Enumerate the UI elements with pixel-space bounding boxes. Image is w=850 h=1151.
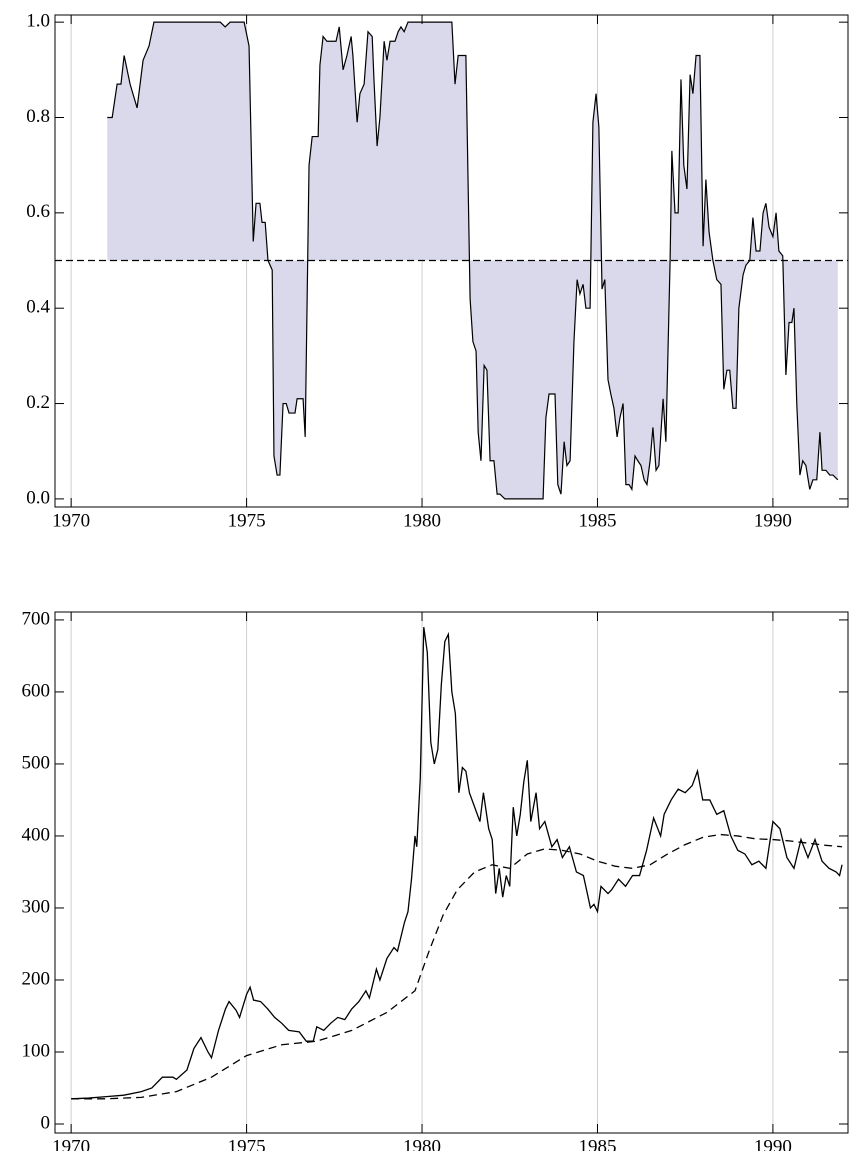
x-tick-label: 1970 [52,1136,90,1151]
x-tick-label: 1980 [403,510,441,531]
line [71,627,843,1100]
x-tick-label: 1975 [228,1136,266,1151]
x-tick-label: 1970 [52,510,90,531]
x-tick-label: 1990 [754,1136,792,1151]
y-tick-label: 0.0 [26,487,50,508]
x-tick-label: 1975 [228,510,266,531]
y-tick-label: 400 [22,824,51,845]
y-tick-label: 200 [22,968,51,989]
y-tick-label: 700 [22,608,51,629]
y-tick-label: 1.0 [26,11,50,32]
x-tick-label: 1990 [754,510,792,531]
y-tick-label: 300 [22,896,51,917]
y-tick-label: 0 [41,1112,51,1133]
y-tick-label: 100 [22,1040,51,1061]
area-fill [107,22,838,499]
x-tick-label: 1985 [578,510,616,531]
y-tick-label: 0.8 [26,106,50,127]
x-tick-label: 1985 [578,1136,616,1151]
y-tick-label: 600 [22,680,51,701]
y-tick-label: 0.2 [26,392,50,413]
y-tick-label: 0.4 [26,297,50,318]
line [107,21,839,500]
y-tick-label: 0.6 [26,201,50,222]
plot-frame [54,14,849,508]
line [71,833,843,1100]
x-tick-label: 1980 [403,1136,441,1151]
plot-frame [54,611,849,1134]
y-tick-label: 500 [22,752,51,773]
